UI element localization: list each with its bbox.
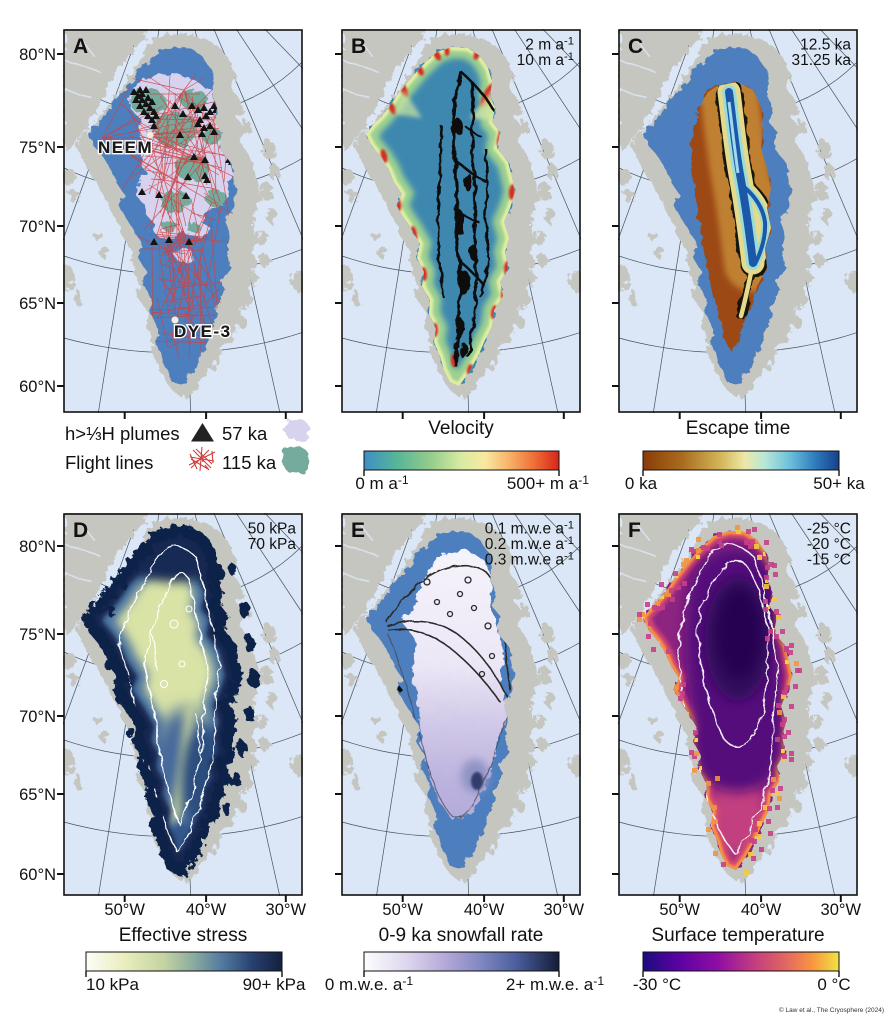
svg-text:E: E bbox=[351, 519, 365, 542]
svg-text:75°N: 75°N bbox=[19, 139, 56, 157]
svg-text:57 ka: 57 ka bbox=[222, 423, 268, 444]
svg-text:0 m.w.e. a-1: 0 m.w.e. a-1 bbox=[325, 974, 414, 994]
svg-text:0 m a-1: 0 m a-1 bbox=[355, 473, 409, 493]
svg-text:31.25 ka: 31.25 ka bbox=[792, 52, 852, 69]
svg-text:40°W: 40°W bbox=[464, 901, 505, 919]
svg-text:50°W: 50°W bbox=[382, 901, 423, 919]
svg-text:D: D bbox=[73, 519, 88, 542]
svg-text:70°N: 70°N bbox=[19, 218, 56, 236]
svg-text:Flight lines: Flight lines bbox=[65, 452, 153, 473]
svg-text:NEEM: NEEM bbox=[98, 138, 153, 157]
svg-text:30°W: 30°W bbox=[821, 901, 862, 919]
svg-text:30°W: 30°W bbox=[544, 901, 585, 919]
svg-text:60°N: 60°N bbox=[19, 378, 56, 396]
svg-text:65°N: 65°N bbox=[19, 786, 56, 804]
svg-text:Effective stress: Effective stress bbox=[119, 925, 247, 946]
svg-text:65°N: 65°N bbox=[19, 295, 56, 313]
svg-text:Velocity: Velocity bbox=[428, 418, 494, 439]
svg-text:80°N: 80°N bbox=[19, 46, 56, 64]
svg-text:0.1 m.w.e a-1: 0.1 m.w.e a-1 bbox=[485, 520, 574, 538]
svg-text:50°W: 50°W bbox=[659, 901, 700, 919]
svg-text:50+ ka: 50+ ka bbox=[813, 474, 865, 493]
svg-text:0.2 m.w.e a-1: 0.2 m.w.e a-1 bbox=[485, 535, 574, 553]
svg-text:10 kPa: 10 kPa bbox=[86, 975, 139, 994]
svg-text:70 kPa: 70 kPa bbox=[248, 536, 297, 553]
svg-text:2+ m.w.e. a-1: 2+ m.w.e. a-1 bbox=[506, 974, 604, 994]
svg-text:40°W: 40°W bbox=[186, 901, 227, 919]
svg-text:40°W: 40°W bbox=[741, 901, 782, 919]
svg-text:Escape time: Escape time bbox=[686, 418, 791, 439]
svg-text:500+ m a-1: 500+ m a-1 bbox=[507, 473, 589, 493]
svg-text:-20 °C: -20 °C bbox=[807, 536, 851, 553]
svg-text:A: A bbox=[73, 35, 88, 58]
svg-text:0 °C: 0 °C bbox=[817, 975, 850, 994]
svg-text:DYE-3: DYE-3 bbox=[174, 322, 232, 341]
svg-text:F: F bbox=[628, 519, 641, 542]
svg-text:12.5 ka: 12.5 ka bbox=[800, 37, 851, 54]
svg-text:10 m a-1: 10 m a-1 bbox=[517, 51, 574, 69]
svg-text:90+ kPa: 90+ kPa bbox=[243, 975, 306, 994]
svg-text:115 ka: 115 ka bbox=[222, 452, 277, 473]
svg-text:© Law et al., The Cryosphere (: © Law et al., The Cryosphere (2024) bbox=[779, 1006, 884, 1014]
svg-text:2 m a-1: 2 m a-1 bbox=[525, 36, 574, 54]
svg-text:B: B bbox=[351, 35, 366, 58]
svg-text:30°W: 30°W bbox=[266, 901, 307, 919]
svg-text:Surface temperature: Surface temperature bbox=[651, 925, 824, 946]
svg-text:60°N: 60°N bbox=[19, 866, 56, 884]
svg-text:-25 °C: -25 °C bbox=[807, 521, 851, 538]
svg-text:50 kPa: 50 kPa bbox=[248, 521, 297, 538]
svg-text:75°N: 75°N bbox=[19, 626, 56, 644]
svg-text:80°N: 80°N bbox=[19, 538, 56, 556]
svg-text:DYE-3: DYE-3 bbox=[174, 322, 232, 341]
svg-text:50°W: 50°W bbox=[104, 901, 145, 919]
svg-text:70°N: 70°N bbox=[19, 708, 56, 726]
svg-text:0 ka: 0 ka bbox=[625, 474, 658, 493]
svg-text:0.3 m.w.e a-1: 0.3 m.w.e a-1 bbox=[485, 551, 574, 569]
svg-text:NEEM: NEEM bbox=[98, 138, 153, 157]
svg-text:C: C bbox=[628, 35, 643, 58]
svg-text:-15 °C: -15 °C bbox=[807, 552, 851, 569]
svg-text:h>⅓H plumes: h>⅓H plumes bbox=[65, 423, 180, 444]
svg-text:0-9 ka snowfall rate: 0-9 ka snowfall rate bbox=[379, 925, 544, 946]
svg-text:-30 °C: -30 °C bbox=[633, 975, 681, 994]
